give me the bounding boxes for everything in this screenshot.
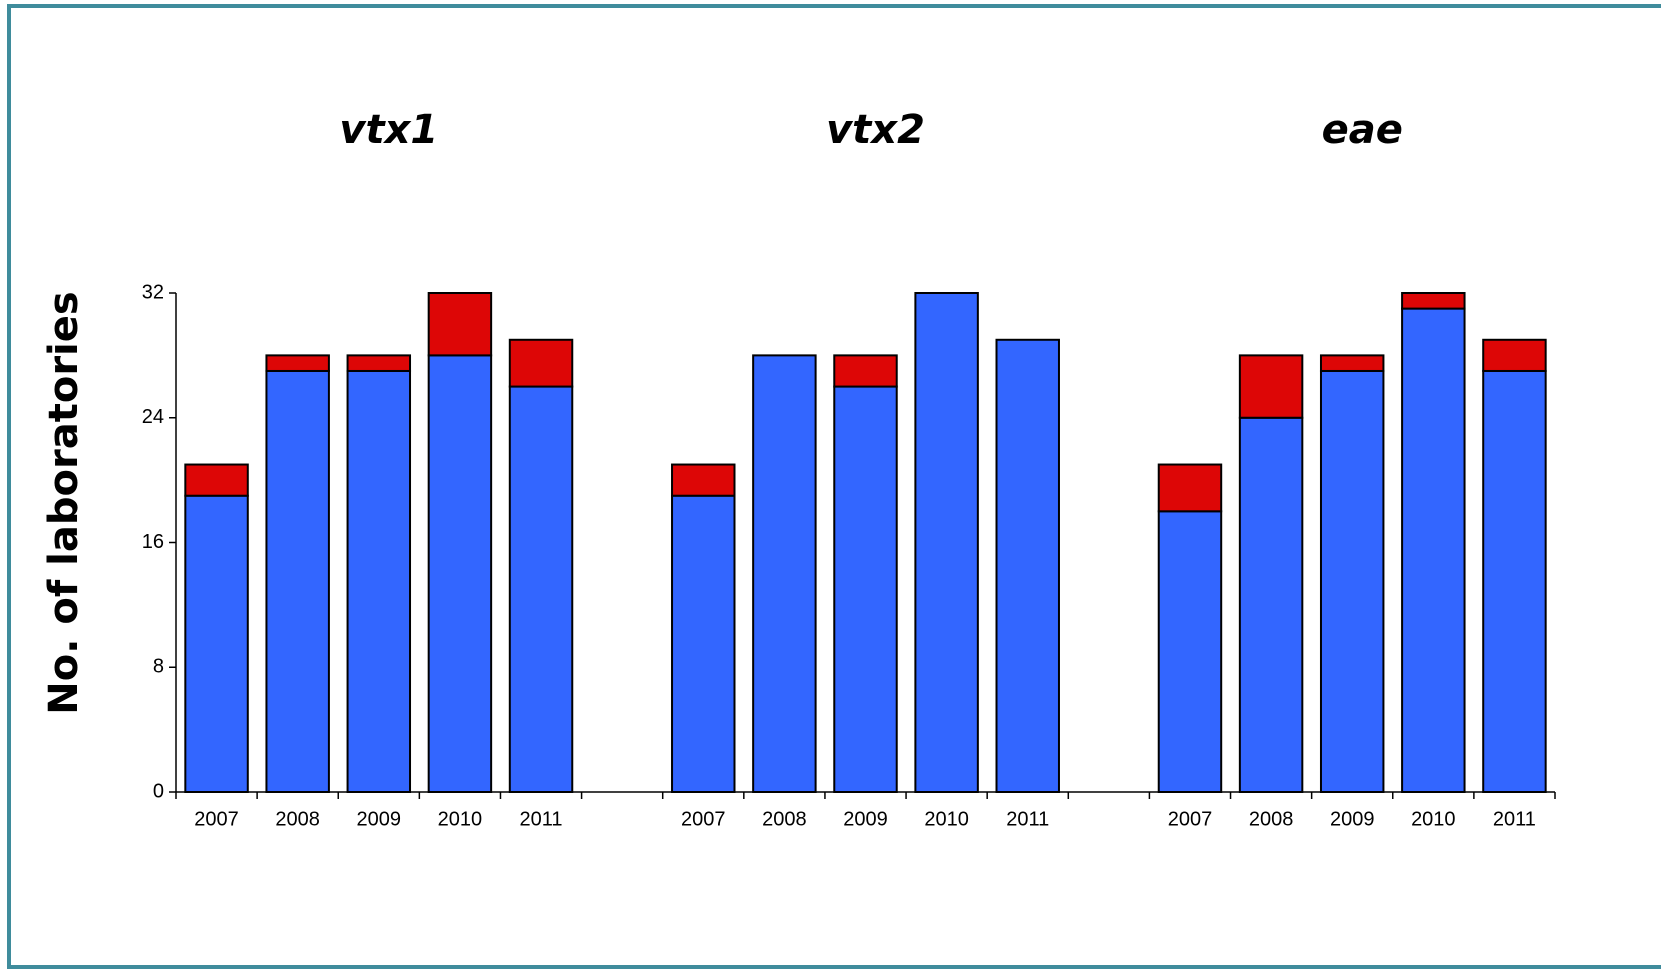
x-tick-label: 2011 <box>1493 808 1536 830</box>
bar-segment <box>1401 307 1466 793</box>
x-tick-label: 2008 <box>275 808 320 830</box>
x-tick-label: 2010 <box>924 808 969 830</box>
bar-segment <box>1482 338 1547 372</box>
x-tick-label: 2009 <box>1330 808 1375 830</box>
bar-segment <box>1319 354 1385 372</box>
bar-segment <box>671 494 736 793</box>
bar-segment <box>752 354 817 793</box>
x-tick-label: 2008 <box>762 808 807 830</box>
bar-segment <box>833 385 898 793</box>
x-tick-label: 2007 <box>194 808 239 830</box>
x-tick-label: 2010 <box>1411 808 1456 830</box>
bar-segment <box>427 292 493 357</box>
bar-segment <box>1238 354 1304 419</box>
y-tick-label: 24 <box>142 406 164 428</box>
y-tick-label: 16 <box>142 531 164 553</box>
bar-segment <box>1482 369 1547 793</box>
panel-title: eae <box>1322 107 1403 153</box>
bar-segment <box>1157 463 1223 513</box>
bar-segment <box>671 463 736 497</box>
y-axis-label: No. of laboratories <box>41 291 87 714</box>
bar-segment <box>346 354 412 372</box>
x-tick-label: 2011 <box>1006 808 1049 830</box>
x-tick-label: 2011 <box>520 808 563 830</box>
x-tick-label: 2008 <box>1249 808 1294 830</box>
bar-segment <box>914 292 979 793</box>
x-tick-label: 2010 <box>438 808 483 830</box>
bar-segment <box>265 369 330 793</box>
bar-segment <box>833 354 898 388</box>
x-tick-label: 2007 <box>681 808 726 830</box>
y-tick-label: 0 <box>153 780 164 802</box>
panel-title: vtx1 <box>339 107 438 153</box>
y-tick-label: 32 <box>142 281 164 303</box>
bar-segment <box>346 369 412 793</box>
bar-segment <box>508 338 574 388</box>
bar-segment <box>184 463 249 497</box>
bar-segment <box>508 385 574 793</box>
bar-segment <box>1157 510 1223 793</box>
bar-segment <box>265 354 330 372</box>
bar-segment <box>427 354 493 793</box>
x-tick-label: 2009 <box>357 808 402 830</box>
bar-segment <box>1401 292 1466 310</box>
frame <box>7 4 1661 969</box>
bar-segment <box>184 494 249 793</box>
bar-segment <box>1238 416 1304 793</box>
panel-title: vtx2 <box>826 107 925 153</box>
bar-segment <box>995 338 1060 793</box>
y-tick-label: 8 <box>153 656 164 678</box>
x-tick-label: 2007 <box>1168 808 1213 830</box>
x-tick-label: 2009 <box>843 808 888 830</box>
bar-segment <box>1319 369 1385 793</box>
